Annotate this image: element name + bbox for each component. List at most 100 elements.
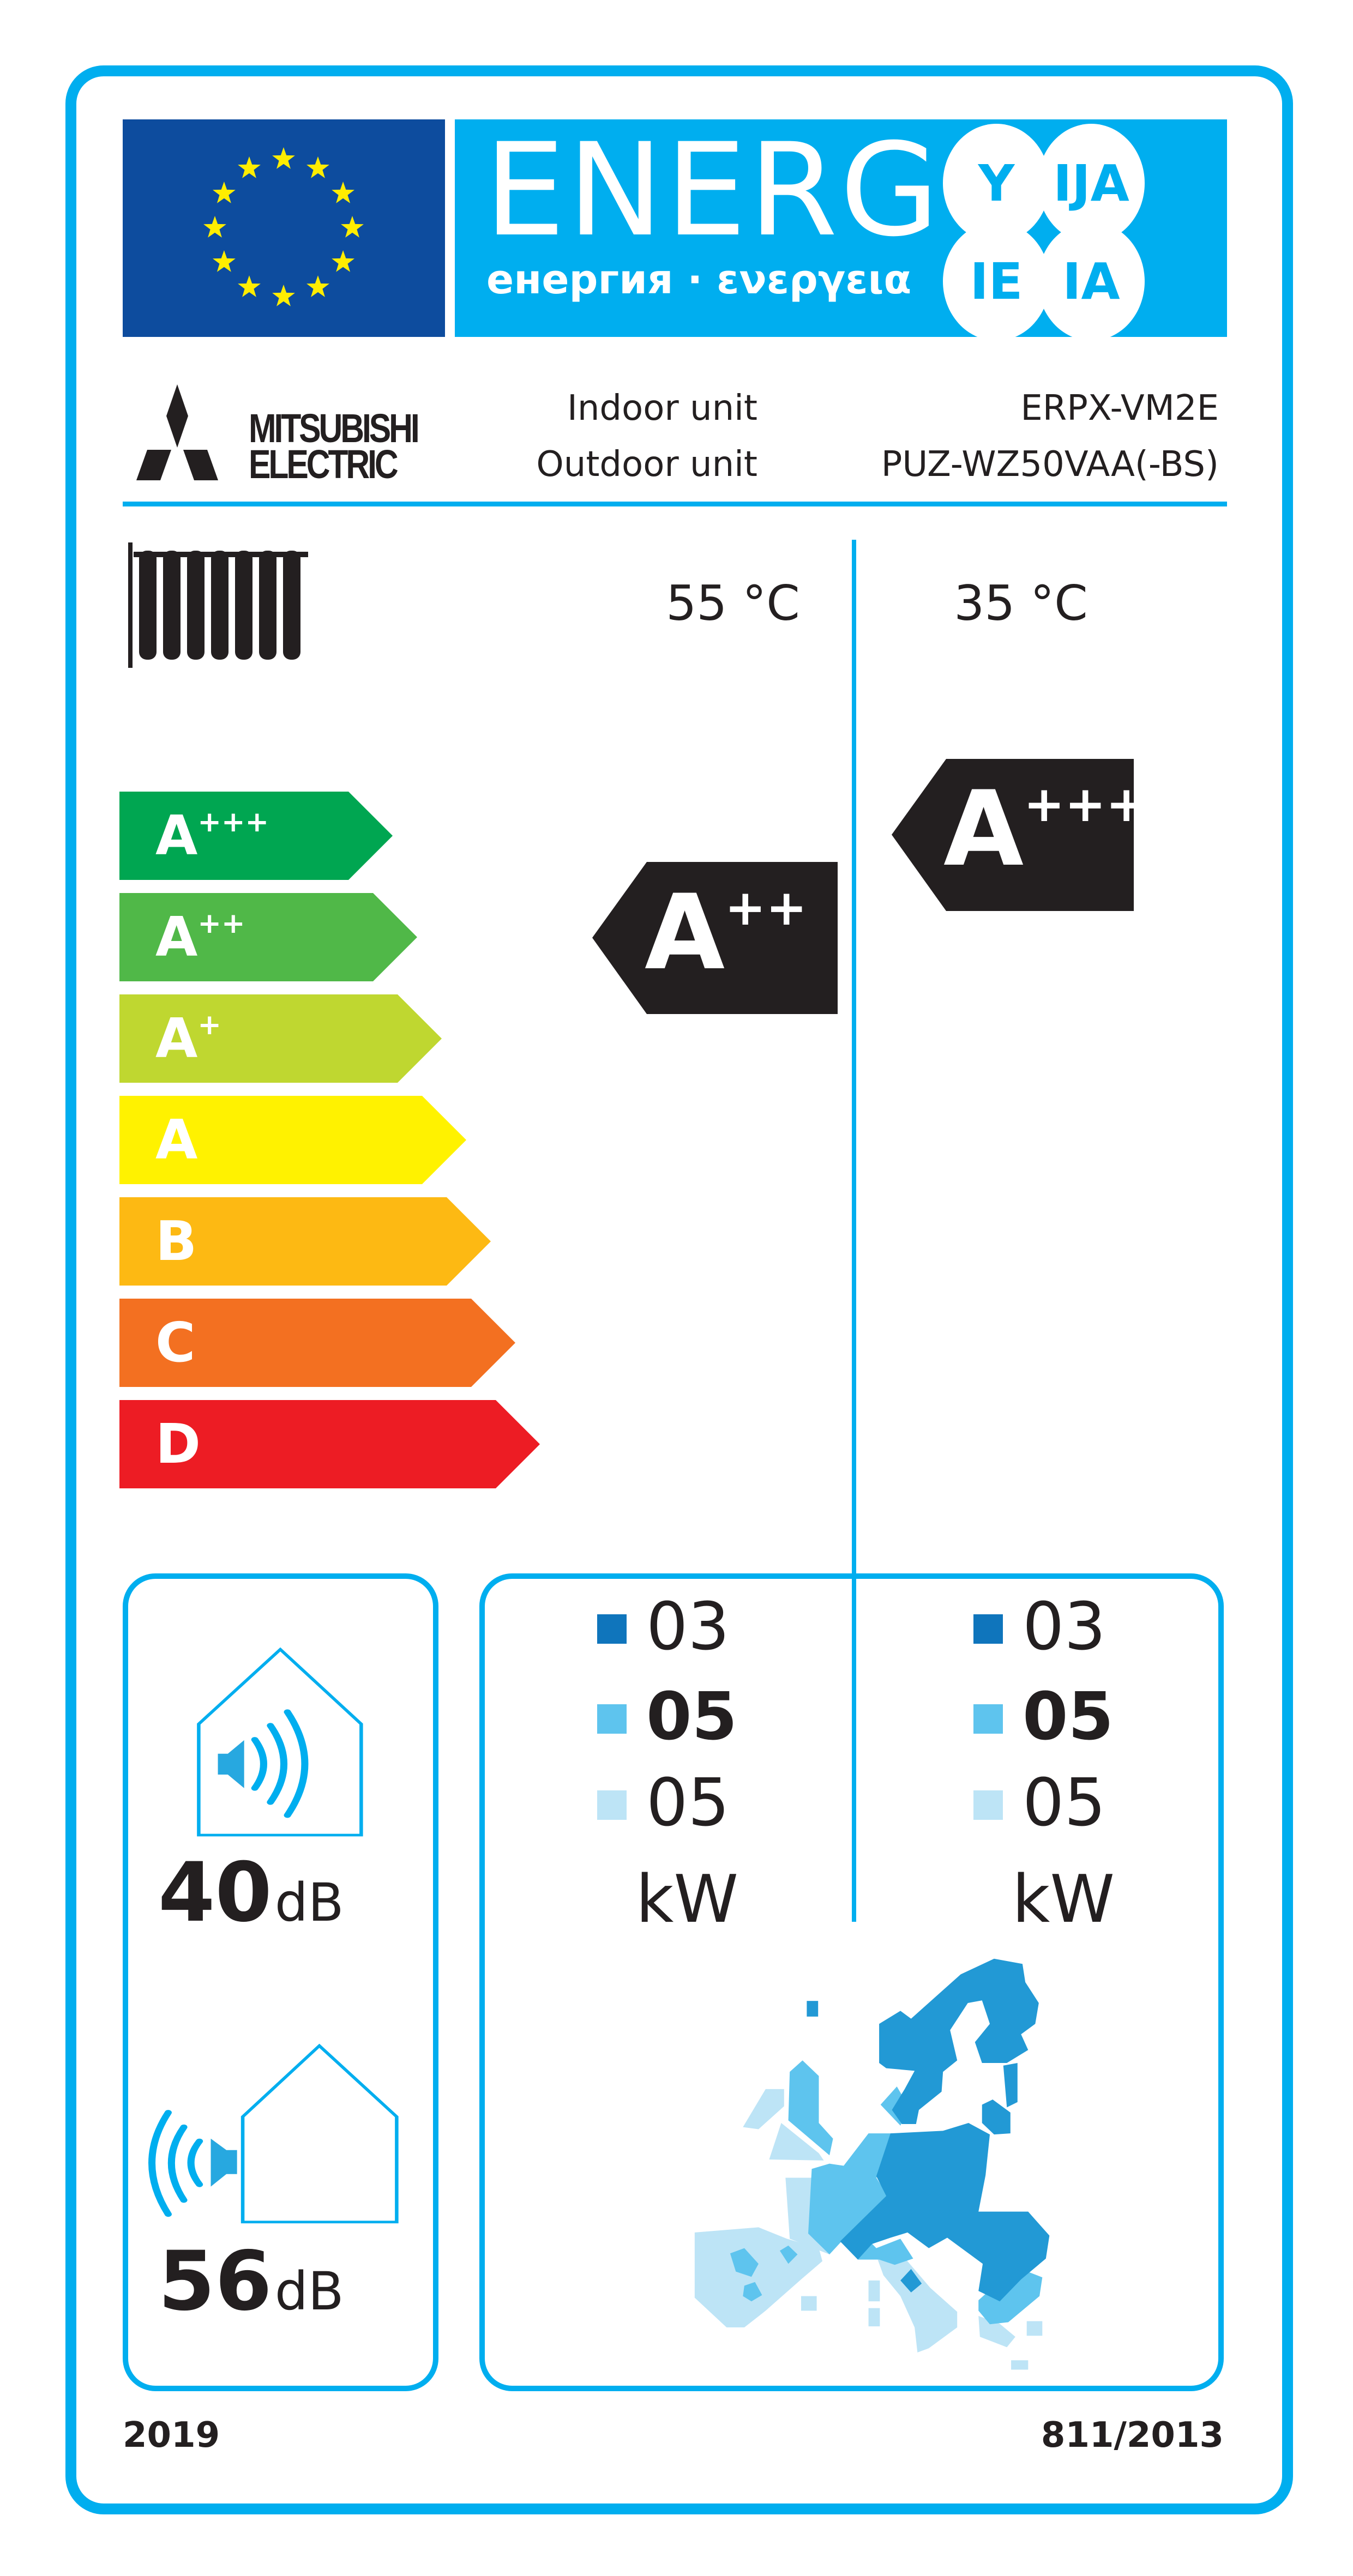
scale-plus: +++ — [197, 806, 269, 838]
radiator-icon — [128, 542, 308, 668]
star-icon — [306, 275, 329, 297]
radiator-fin — [259, 551, 276, 660]
climate-zone-swatch — [597, 1704, 627, 1734]
scale-label-5: C — [155, 1311, 195, 1374]
heat-output-value: 05 — [646, 1765, 730, 1841]
star-icon — [332, 250, 354, 272]
mitsubishi-logo-icon — [136, 384, 218, 480]
star-icon — [332, 182, 354, 203]
climate-zone-swatch — [597, 1790, 627, 1820]
heat-output-unit: kW — [1012, 1862, 1115, 1938]
rating-arrow-35 — [892, 759, 1134, 911]
scale-label-6: D — [155, 1412, 201, 1476]
scale-label-0: A+++ — [155, 804, 269, 867]
heat-output-box — [479, 1573, 1224, 2391]
heat-output-value: 05 — [1023, 1679, 1114, 1755]
scale-letter: A — [155, 804, 198, 867]
indoor-sound-value: 40 — [158, 1845, 272, 1940]
map-zone-colder — [807, 1958, 1050, 2302]
outdoor-sound-unit: dB — [274, 2261, 344, 2322]
scale-plus: ++ — [197, 907, 245, 940]
scale-label-2: A+ — [155, 1006, 221, 1070]
scale-letter: D — [155, 1412, 201, 1476]
label-frame — [65, 65, 1293, 2514]
column-divider — [852, 540, 856, 1922]
climate-zone-swatch — [973, 1614, 1003, 1644]
outdoor-sound-icon — [148, 2043, 399, 2224]
energy-subtitle: енергия · ενεργεια — [486, 256, 912, 303]
language-suffix-y: Y — [943, 124, 1050, 243]
sound-box — [123, 1573, 438, 2391]
indoor-sound-level: 40 dB — [158, 1845, 344, 1940]
scale-plus: + — [197, 1009, 221, 1041]
scale-label-4: B — [155, 1209, 197, 1273]
energy-word: ENERG — [484, 116, 942, 265]
scale-bar-1 — [119, 893, 417, 981]
star-icon — [238, 275, 261, 297]
radiator-fin — [211, 551, 228, 660]
scale-bar-0 — [119, 792, 393, 880]
rating-55-plus: ++ — [725, 879, 807, 937]
rating-35-label: A+++ — [943, 769, 1147, 889]
scale-bar-5 — [119, 1299, 515, 1387]
heat-output-value: 05 — [646, 1679, 737, 1755]
outdoor-sound-level: 56 dB — [158, 2234, 344, 2329]
brand-name-line2: ELECTRIC — [249, 442, 399, 487]
indoor-unit-model: ERPX-VM2E — [1020, 388, 1219, 429]
language-suffix-ie: IE — [943, 222, 1050, 341]
brand-name-line1: MITSUBISHI — [249, 406, 420, 451]
scale-bar-6 — [119, 1400, 540, 1488]
rating-55-label: A++ — [645, 872, 807, 993]
language-suffix-ia: IA — [1038, 222, 1145, 341]
radiator-pipe — [134, 552, 308, 557]
rating-35-plus: +++ — [1024, 776, 1147, 833]
scale-label-3: A — [155, 1108, 197, 1172]
scale-letter: C — [155, 1311, 196, 1374]
rating-35-letter: A — [943, 769, 1024, 889]
heat-output-value: 05 — [1023, 1765, 1106, 1841]
scale-letter: A — [155, 1006, 198, 1070]
header-divider — [123, 502, 1227, 506]
temperature-35: 35 °C — [954, 575, 1088, 631]
outdoor-unit-label: Outdoor unit — [536, 444, 757, 485]
scale-bar-3 — [119, 1096, 466, 1184]
scale-bar-4 — [119, 1197, 491, 1286]
rating-arrow-55 — [592, 862, 838, 1014]
radiator-fin — [187, 551, 205, 660]
radiator-fin — [235, 551, 252, 660]
star-icon — [272, 285, 295, 306]
heat-output-value: 03 — [646, 1589, 730, 1665]
outdoor-sound-value: 56 — [158, 2234, 272, 2329]
indoor-sound-unit: dB — [274, 1872, 344, 1933]
indoor-sound-icon — [197, 1647, 363, 1837]
star-icon — [341, 216, 364, 238]
footer-regulation: 811/2013 — [1041, 2415, 1224, 2456]
indoor-unit-label: Indoor unit — [567, 388, 757, 429]
scale-letter: A — [155, 905, 198, 969]
star-icon — [306, 156, 329, 178]
star-icon — [238, 156, 261, 178]
star-icon — [213, 182, 236, 203]
heat-output-value: 03 — [1023, 1589, 1106, 1665]
star-icon — [203, 216, 226, 238]
scale-bar-2 — [119, 994, 442, 1083]
scale-letter: B — [155, 1209, 197, 1273]
climate-zone-swatch — [973, 1704, 1003, 1734]
radiator-fin — [163, 551, 181, 660]
radiator-fin — [139, 551, 157, 660]
scale-letter: A — [155, 1108, 198, 1172]
star-icon — [213, 250, 236, 272]
climate-zone-swatch — [597, 1614, 627, 1644]
heat-output-unit: kW — [635, 1862, 739, 1938]
radiator-fin — [283, 551, 300, 660]
europe-climate-map — [694, 1958, 1050, 2370]
star-icon — [272, 147, 295, 169]
climate-zone-swatch — [973, 1790, 1003, 1820]
footer-year: 2019 — [123, 2415, 220, 2456]
eu-flag-icon — [123, 119, 445, 337]
rating-55-letter: A — [645, 872, 725, 993]
scale-label-1: A++ — [155, 905, 245, 969]
bottom-graphics — [148, 1647, 1050, 2370]
temperature-55: 55 °C — [666, 575, 800, 631]
